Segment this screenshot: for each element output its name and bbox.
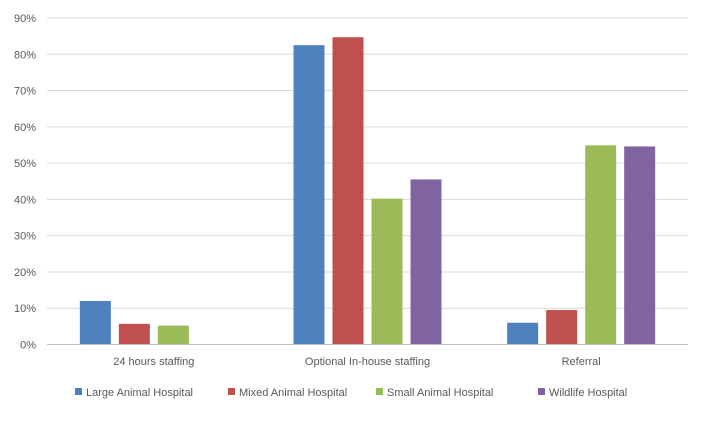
bar-wildlife-hospital-2 <box>410 179 442 345</box>
y-tick-label: 90% <box>14 13 36 25</box>
bar-wildlife-hospital-3 <box>624 146 656 345</box>
legend-label: Large Animal Hospital <box>86 387 193 399</box>
y-tick-label: 0% <box>20 340 36 352</box>
bar-small-animal-hospital-1 <box>157 325 189 345</box>
bar-mixed-animal-hospital-1 <box>118 323 150 345</box>
bar-small-animal-hospital-2 <box>371 198 403 345</box>
y-tick-label: 70% <box>14 86 36 98</box>
y-tick-label: 50% <box>14 158 36 170</box>
x-tick-label: Optional In-house staffing <box>305 356 430 368</box>
bar-large-animal-hospital-3 <box>507 322 539 345</box>
y-tick-label: 30% <box>14 231 36 243</box>
legend-swatch <box>538 388 545 395</box>
x-tick-label: Referral <box>562 356 601 368</box>
legend-item: Small Animal Hospital <box>376 387 493 399</box>
x-tick-label: 24 hours staffing <box>113 356 194 368</box>
legend: Large Animal Hospital Mixed Animal Hospit… <box>75 387 627 399</box>
bar-mixed-animal-hospital-3 <box>546 310 578 345</box>
legend-item: Mixed Animal Hospital <box>228 387 347 399</box>
bar-large-animal-hospital-2 <box>293 45 325 345</box>
legend-swatch <box>228 388 235 395</box>
legend-item: Large Animal Hospital <box>75 387 193 399</box>
y-tick-label: 20% <box>14 267 36 279</box>
bar-mixed-animal-hospital-2 <box>332 37 364 345</box>
legend-swatch <box>75 388 82 395</box>
legend-label: Wildlife Hospital <box>549 387 627 399</box>
y-axis-tick-labels: 0% 10% 20% 30% 40% 50% 60% 70% 80% 90% <box>14 13 36 352</box>
y-tick-label: 40% <box>14 194 36 206</box>
legend-swatch <box>376 388 383 395</box>
legend-label: Mixed Animal Hospital <box>239 387 347 399</box>
legend-item: Wildlife Hospital <box>538 387 627 399</box>
y-tick-label: 60% <box>14 122 36 134</box>
x-axis-tick-labels: 24 hours staffing Optional In-house staff… <box>113 356 600 368</box>
bars <box>79 37 656 345</box>
y-tick-label: 80% <box>14 49 36 61</box>
bar-large-animal-hospital-1 <box>79 300 111 345</box>
y-tick-label: 10% <box>14 303 36 315</box>
gridlines <box>47 17 688 309</box>
bar-small-animal-hospital-3 <box>585 145 617 345</box>
legend-label: Small Animal Hospital <box>387 387 493 399</box>
